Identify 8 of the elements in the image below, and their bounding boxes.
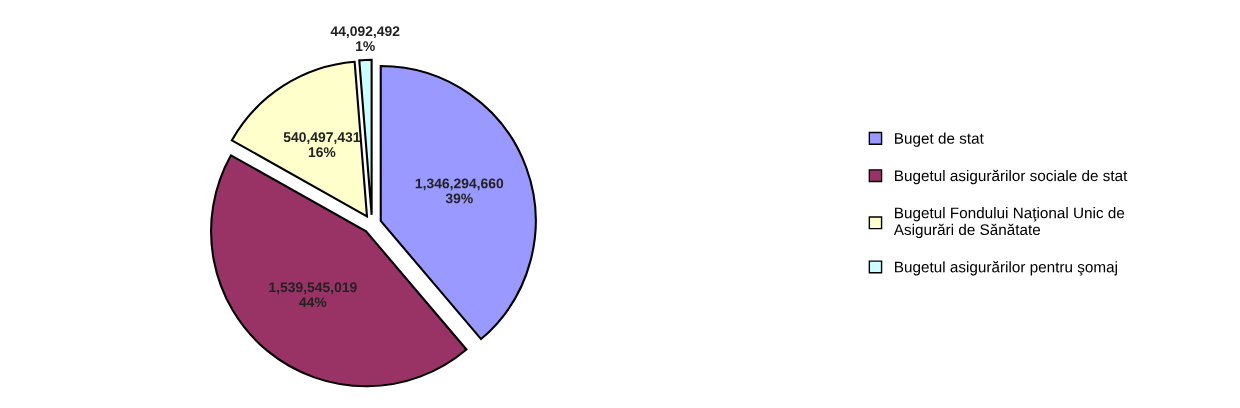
legend-label: Bugetul asigurărilor sociale de stat [895, 169, 1128, 185]
data-label: 540,497,431 16% [283, 132, 361, 158]
data-label: 44,092,492 1% [330, 26, 400, 52]
legend-label: Buget de stat [895, 132, 984, 147]
legend-label: Bugetul asigurărilor pentru şomaj [895, 261, 1117, 276]
data-label: 1,346,294,660 39% [415, 178, 504, 204]
legend-label: Bugetul Fondului Naţional Unic de Asigurări de Sănătate [893, 207, 1125, 239]
data-label: 1,539,545,019 44% [269, 282, 357, 308]
